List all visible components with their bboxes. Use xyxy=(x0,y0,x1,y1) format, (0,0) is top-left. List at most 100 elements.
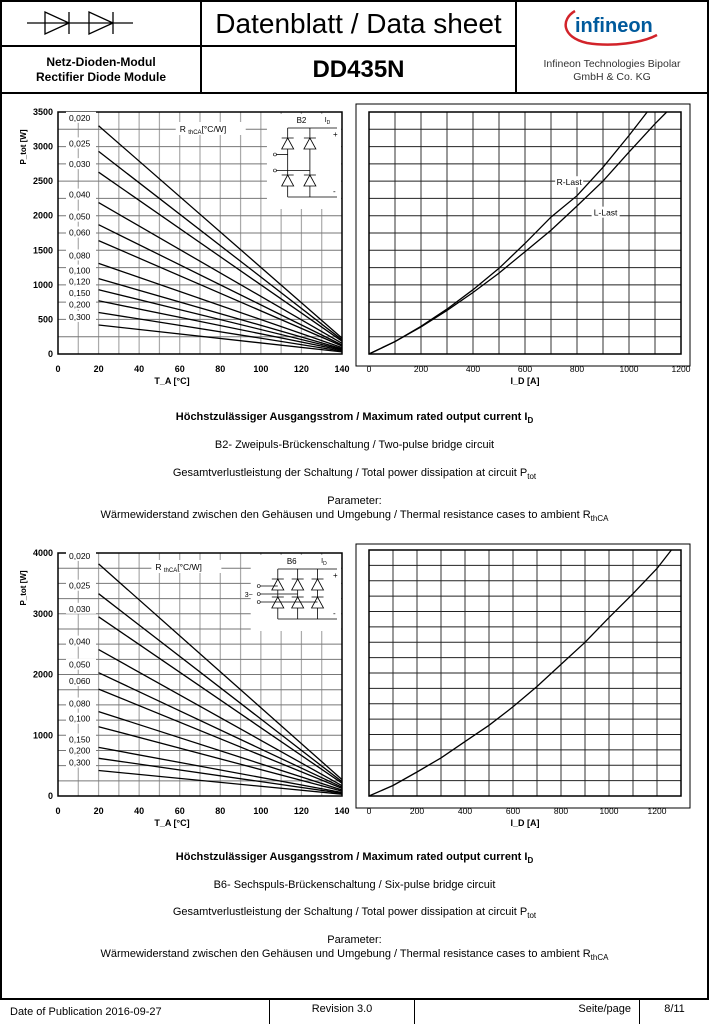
series-line xyxy=(98,746,343,794)
section1-title: Höchstzulässiger Ausgangsstrom / Maximum… xyxy=(175,411,534,426)
y-tick-label: 4000 xyxy=(33,548,53,558)
y-tick-label: 2000 xyxy=(33,670,53,680)
series-label-bg xyxy=(66,712,96,724)
module-type: Netz-Dioden-Modul Rectifier Diode Module xyxy=(2,47,200,92)
x-tick-label: 600 xyxy=(506,806,520,816)
diode-icon xyxy=(290,578,305,591)
diode-icon xyxy=(310,578,325,591)
b2-bridge-circuit-icon: B2 ID+ - xyxy=(266,114,341,209)
series-label: 0,120 xyxy=(69,277,91,287)
y-tick-label: 1000 xyxy=(33,280,53,290)
svg-text:-: - xyxy=(333,609,336,618)
series-label-bg xyxy=(66,158,96,170)
page-number: 8/11 xyxy=(664,1003,685,1015)
series-line xyxy=(98,289,343,351)
company-line1: Infineon Technologies Bipolar xyxy=(543,58,681,70)
publication-date: Date of Publication 2016-09-27 xyxy=(0,1000,270,1024)
x-tick-label: 1000 xyxy=(620,364,639,374)
module-type-en: Rectifier Diode Module xyxy=(35,69,166,84)
series-label-bg xyxy=(66,310,96,322)
x-tick-label: 100 xyxy=(253,806,268,816)
current-label: ID xyxy=(321,558,327,567)
section2-param-label: Parameter: xyxy=(327,934,382,946)
series-line xyxy=(368,111,668,355)
diode-icon xyxy=(290,596,305,609)
chart-2: 0 200 400 600 800 1000 1200 I_D [A] R-Last L-Last xyxy=(367,111,691,386)
section1-param: Wärmewiderstand zwischen den Gehäusen un… xyxy=(100,509,609,524)
diode-icon xyxy=(303,174,317,187)
x-tick-label: 1200 xyxy=(648,806,667,816)
x-tick-label: 80 xyxy=(215,364,225,374)
x-tick-label: 120 xyxy=(294,806,309,816)
x-tick-label: 20 xyxy=(94,364,104,374)
section2-param: Wärmewiderstand zwischen den Gehäusen un… xyxy=(100,948,609,963)
series-label-bg xyxy=(66,756,96,768)
series-line xyxy=(98,769,343,795)
series-line xyxy=(98,726,343,792)
series-line xyxy=(98,171,343,342)
series-label-bg xyxy=(66,111,96,123)
plot-frame xyxy=(57,111,343,355)
series-label-bg xyxy=(66,602,96,614)
x-tick-label: 20 xyxy=(94,806,104,816)
diode-icon xyxy=(271,578,285,591)
infineon-logo: infineon xyxy=(517,4,707,48)
series-label: 0,025 xyxy=(69,138,91,148)
x-axis-label: T_A [°C] xyxy=(154,818,189,828)
series-line xyxy=(98,300,343,351)
series-label: 0,300 xyxy=(69,757,91,767)
series-label-bg xyxy=(591,206,620,218)
series-label: R-Last xyxy=(557,177,583,187)
series-line xyxy=(98,240,343,347)
series-label: L-Last xyxy=(594,208,618,218)
series-label-bg xyxy=(66,697,96,709)
svg-text:+: + xyxy=(333,571,338,580)
series-line xyxy=(98,757,343,794)
diode-icon xyxy=(310,596,325,609)
series-line xyxy=(98,649,343,787)
plot-frame xyxy=(57,552,343,797)
series-line xyxy=(98,688,343,790)
diode-icon xyxy=(281,137,295,150)
x-tick-label: 800 xyxy=(554,806,568,816)
series-label: 0,040 xyxy=(69,637,91,647)
plot-frame xyxy=(368,549,682,797)
series-line xyxy=(98,311,343,352)
series-label-bg xyxy=(66,264,96,276)
section2-title: Höchstzulässiger Ausgangsstrom / Maximum… xyxy=(175,851,534,866)
x-tick-label: 60 xyxy=(175,364,185,374)
header-divider xyxy=(200,0,202,94)
y-axis-label: P_tot [W] xyxy=(19,129,28,164)
svg-text:infineon: infineon xyxy=(575,15,653,37)
page-label: Seite/page xyxy=(415,1000,640,1024)
series-line xyxy=(98,593,343,783)
series-label: 0,020 xyxy=(69,551,91,561)
series-label: 0,060 xyxy=(69,228,91,238)
series-label: 0,100 xyxy=(69,266,91,276)
series-label: 0,150 xyxy=(69,288,91,298)
double-diode-symbol-icon xyxy=(20,4,140,42)
legend-title: R thCA[°C/W] xyxy=(180,124,227,136)
section1-circuit: B2- Zweipuls-Brückenschaltung / Two-puls… xyxy=(214,439,495,451)
x-tick-label: 0 xyxy=(55,364,60,374)
circuit-input-label: 3~ xyxy=(245,592,253,599)
series-label-bg xyxy=(66,210,96,222)
series-line xyxy=(98,150,343,341)
page-title: Datenblatt / Data sheet xyxy=(215,7,502,39)
x-axis-label: I_D [A] xyxy=(511,376,540,386)
current-label: ID xyxy=(325,117,331,126)
x-tick-label: 100 xyxy=(253,364,268,374)
x-tick-label: 600 xyxy=(518,364,532,374)
section2-circuit: B6- Sechspuls-Brückenschaltung / Six-pul… xyxy=(213,879,496,891)
circuit-label: B2 xyxy=(297,116,307,125)
x-tick-label: 200 xyxy=(414,364,428,374)
section2-power: Gesamtverlustleistung der Schaltung / To… xyxy=(172,906,537,921)
x-tick-label: 400 xyxy=(458,806,472,816)
series-label-bg xyxy=(66,744,96,756)
circuit-label: B6 xyxy=(287,557,297,566)
y-tick-label: 500 xyxy=(38,314,53,324)
y-tick-label: 2500 xyxy=(33,176,53,186)
series-label-bg xyxy=(66,549,96,561)
diode-icon xyxy=(303,137,317,150)
